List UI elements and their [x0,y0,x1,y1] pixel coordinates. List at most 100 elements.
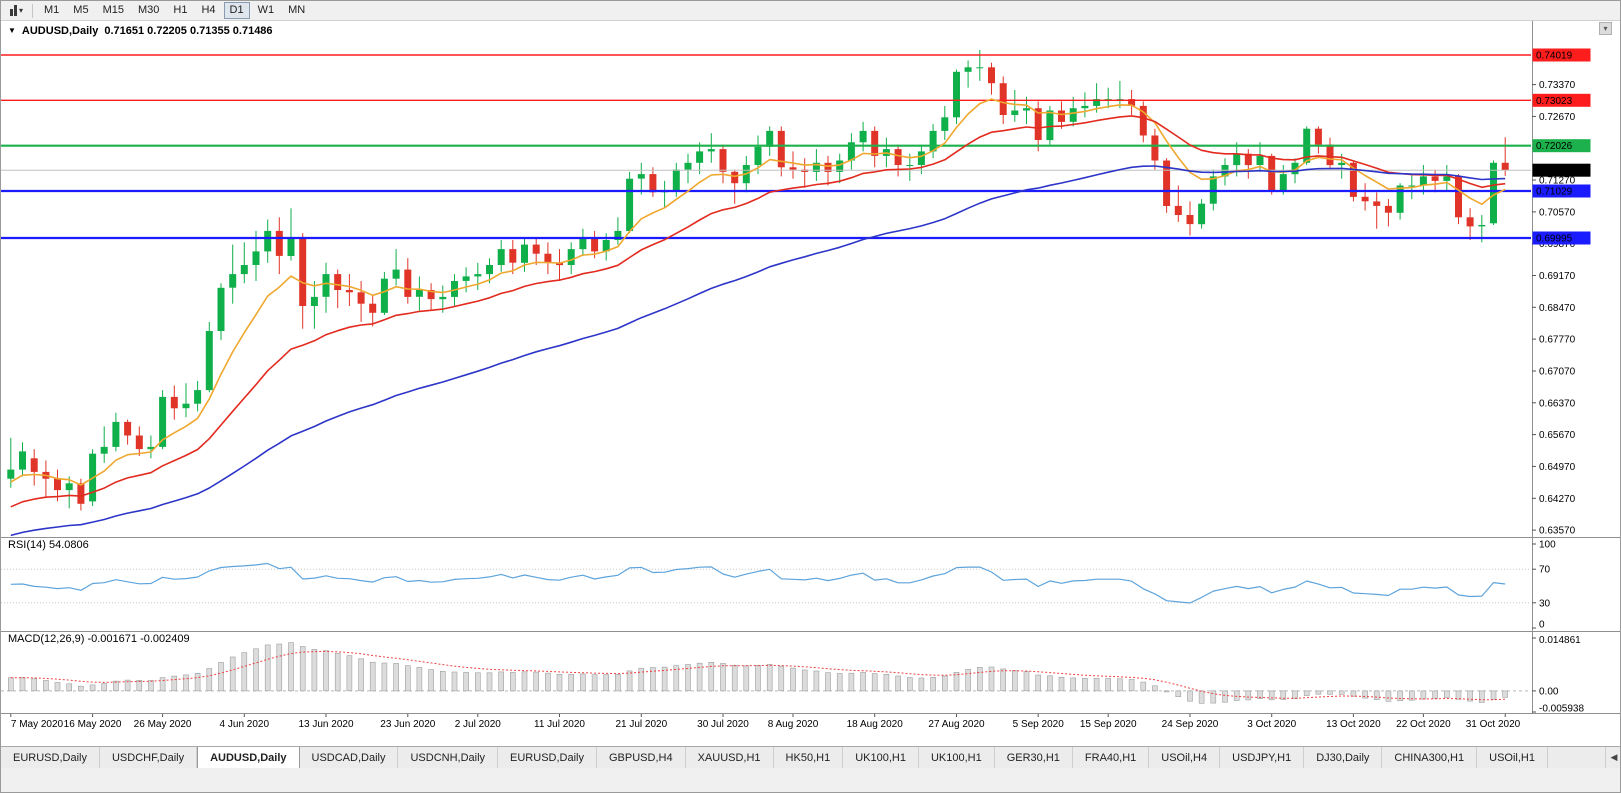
chart-tab-usdcnh-daily[interactable]: USDCNH,Daily [398,747,499,768]
time-axis[interactable]: 7 May 2020 16 May 2020 26 May 2020 4 Jun 20… [10,714,1521,730]
chart-canvas[interactable]: 0.733700.726700.719700.712700.705700.698… [1,21,1621,746]
ma-fast-line [10,98,1506,486]
svg-text:11 Jul 2020: 11 Jul 2020 [534,719,585,730]
macd-histogram [8,642,1508,704]
svg-text:100: 100 [1539,540,1556,551]
svg-text:0.71486: 0.71486 [1536,166,1573,177]
svg-text:16 May 2020: 16 May 2020 [64,719,122,730]
rsi-indicator-label: RSI(14) 54.0806 [8,539,89,551]
svg-text:5 Sep 2020: 5 Sep 2020 [1013,719,1065,730]
main-plot[interactable] [1,50,1531,537]
chart-tab-ger30-h1[interactable]: GER30,H1 [994,747,1073,768]
svg-text:0.71270: 0.71270 [1539,176,1576,187]
chart-tab-usdcad-daily[interactable]: USDCAD,Daily [299,747,399,768]
candles-layer [7,50,1509,511]
svg-text:15 Sep 2020: 15 Sep 2020 [1080,719,1137,730]
timeframe-button-m15[interactable]: M15 [97,2,130,19]
timeframe-button-m30[interactable]: M30 [132,2,165,19]
timeframe-buttons: M1 M5 M15 M30 H1 H4 D1 W1 MN [38,2,311,19]
svg-text:-0.005938: -0.005938 [1539,704,1584,715]
svg-text:0.63570: 0.63570 [1539,526,1576,537]
chart-shift-button[interactable]: ▾ [1599,22,1612,35]
chart-tab-uk100-h1[interactable]: UK100,H1 [843,747,919,768]
timeframe-button-w1[interactable]: W1 [252,2,281,19]
chart-tab-gbpusd-h4[interactable]: GBPUSD,H4 [597,747,686,768]
chart-symbol: AUDUSD,Daily [21,25,99,37]
timeframe-toolbar: ▾ M1 M5 M15 M30 H1 H4 D1 W1 MN [1,1,1620,21]
svg-text:0.69170: 0.69170 [1539,271,1576,282]
svg-text:13 Oct 2020: 13 Oct 2020 [1326,719,1381,730]
svg-text:21 Jul 2020: 21 Jul 2020 [615,719,667,730]
svg-text:0.69995: 0.69995 [1536,234,1573,245]
macd-indicator-label: MACD(12,26,9) -0.001671 -0.002409 [8,633,190,645]
chart-tab-hk50-h1[interactable]: HK50,H1 [773,747,844,768]
chart-tab-usoil-h1[interactable]: USOil,H1 [1477,747,1548,768]
svg-text:0.66370: 0.66370 [1539,398,1576,409]
chart-tab-china300-h1[interactable]: CHINA300,H1 [1382,747,1478,768]
svg-text:0.014861: 0.014861 [1539,635,1581,646]
chart-tab-fra40-h1[interactable]: FRA40,H1 [1072,747,1150,768]
chevron-down-icon: ▾ [19,5,24,15]
svg-text:26 May 2020: 26 May 2020 [134,719,192,730]
chart-tab-usdjpy-h1[interactable]: USDJPY,H1 [1220,747,1305,768]
candlestick-chart-icon [10,5,17,16]
ma-slow-line [10,165,1506,537]
macd-signal-line [10,650,1506,701]
chart-tab-eurusd-daily[interactable]: EURUSD,Daily [1,747,100,768]
timeframe-button-h1[interactable]: H1 [167,2,193,19]
rsi-line [10,562,1506,604]
chart-area: 0.733700.726700.719700.712700.705700.698… [1,21,1621,746]
svg-text:0: 0 [1539,620,1545,631]
svg-text:0.70570: 0.70570 [1539,207,1576,218]
svg-text:4 Jun 2020: 4 Jun 2020 [220,719,270,730]
svg-text:8 Aug 2020: 8 Aug 2020 [768,719,819,730]
svg-text:18 Aug 2020: 18 Aug 2020 [847,719,904,730]
macd-panel: 0.014861 0.00 -0.005938 [1,635,1584,715]
svg-text:0.67070: 0.67070 [1539,367,1576,378]
svg-text:0.74019: 0.74019 [1536,51,1573,62]
svg-text:0.00: 0.00 [1539,686,1559,697]
svg-text:30 Jul 2020: 30 Jul 2020 [697,719,749,730]
svg-text:3 Oct 2020: 3 Oct 2020 [1247,719,1296,730]
svg-text:22 Oct 2020: 22 Oct 2020 [1396,719,1451,730]
horizontal-level-lines[interactable] [1,54,1531,240]
svg-text:27 Aug 2020: 27 Aug 2020 [928,719,985,730]
chart-tab-dj30-daily[interactable]: DJ30,Daily [1304,747,1383,768]
svg-text:2 Jul 2020: 2 Jul 2020 [455,719,502,730]
chart-title-caret-icon: ▼ [8,26,16,35]
svg-text:30: 30 [1539,598,1551,609]
svg-text:0.73023: 0.73023 [1536,96,1573,107]
timeframe-button-m5[interactable]: M5 [67,2,94,19]
moving-average-lines [10,98,1506,537]
chart-tab-audusd-daily[interactable]: AUDUSD,Daily [197,747,300,768]
svg-text:0.72026: 0.72026 [1536,141,1573,152]
chart-title: ▼ AUDUSD,Daily 0.71651 0.72205 0.71355 0… [8,25,273,37]
svg-text:70: 70 [1539,565,1551,576]
tab-scroll-left-button[interactable]: ◀ [1605,747,1620,768]
chart-tab-xauusd-h1[interactable]: XAUUSD,H1 [685,747,774,768]
price-tags: 0.74019 0.73023 0.72026 0.71029 0.69995 0.714… [1532,48,1591,245]
timeframe-button-m1[interactable]: M1 [38,2,65,19]
svg-text:0.71029: 0.71029 [1536,187,1573,198]
chart-tabs-bar: EURUSD,Daily USDCHF,Daily AUDUSD,Daily USDC… [1,746,1620,768]
svg-text:31 Oct 2020: 31 Oct 2020 [1466,719,1521,730]
status-strip [1,768,1620,792]
timeframe-button-mn[interactable]: MN [282,2,311,19]
svg-text:0.64970: 0.64970 [1539,462,1576,473]
svg-text:13 Jun 2020: 13 Jun 2020 [298,719,353,730]
timeframe-button-h4[interactable]: H4 [195,2,221,19]
chart-tab-uk100-h1[interactable]: UK100,H1 [918,747,995,768]
toolbar-separator [32,3,34,18]
current-price-tag [1532,163,1591,177]
chart-tab-eurusd-daily[interactable]: EURUSD,Daily [498,747,597,768]
svg-text:0.65670: 0.65670 [1539,430,1576,441]
timeframe-button-d1[interactable]: D1 [223,2,250,19]
chart-tab-usdchf-daily[interactable]: USDCHF,Daily [99,747,198,768]
svg-text:24 Sep 2020: 24 Sep 2020 [1162,719,1219,730]
svg-text:0.67770: 0.67770 [1539,335,1576,346]
ma-medium-line [10,115,1506,508]
chart-type-dropdown[interactable]: ▾ [6,4,27,17]
chart-tab-usoil-h4[interactable]: USOil,H4 [1149,747,1221,768]
svg-text:7 May 2020: 7 May 2020 [11,719,64,730]
